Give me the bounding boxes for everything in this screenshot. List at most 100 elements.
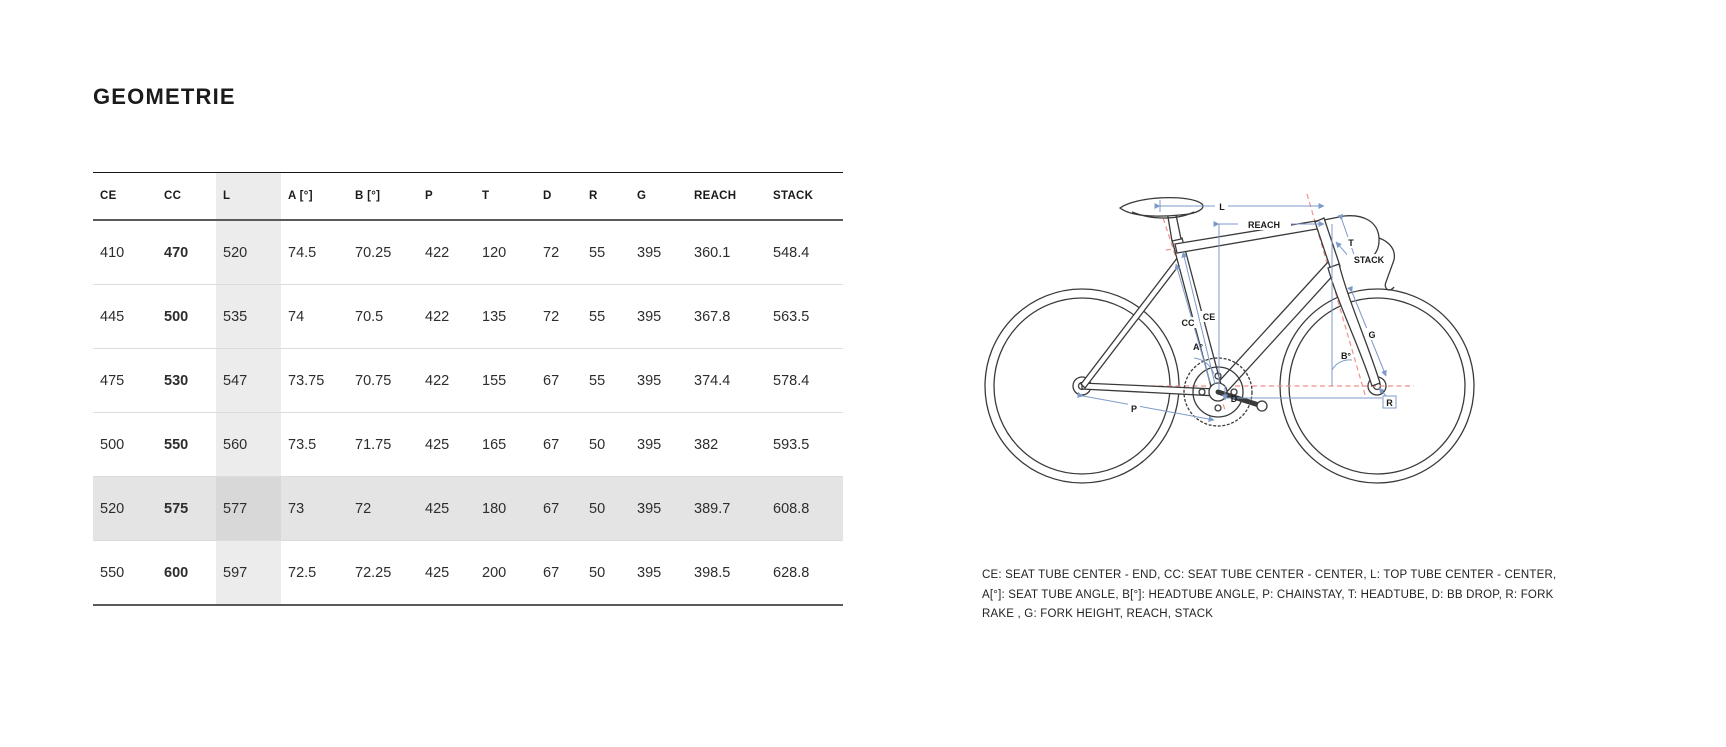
geometry-table: CE CC L A [°] B [°] P T D R G REACH STAC… — [93, 172, 843, 606]
label-d: D — [1231, 394, 1238, 404]
table-cell: 475 — [93, 348, 157, 413]
column-header-r: R — [582, 172, 630, 221]
table-cell: 500 — [93, 412, 157, 477]
table-cell: 72.5 — [281, 540, 348, 606]
table-cell: 425 — [418, 476, 475, 541]
page-title: GEOMETRIE — [93, 84, 236, 109]
table-cell: 74 — [281, 284, 348, 349]
label-l: L — [1219, 202, 1225, 212]
table-cell: 73.5 — [281, 412, 348, 477]
legend-text: CE: SEAT TUBE CENTER - END, CC: SEAT TUB… — [982, 569, 1557, 621]
table-cell: 560 — [216, 412, 281, 477]
table-cell: 72 — [536, 220, 582, 285]
table-cell: 67 — [536, 540, 582, 606]
table-cell: 578.4 — [766, 348, 843, 413]
table-cell: 445 — [93, 284, 157, 349]
table-cell: 575 — [157, 476, 216, 541]
table-cell: 72 — [348, 476, 418, 541]
label-g: G — [1368, 330, 1375, 340]
down-tube — [1210, 261, 1339, 396]
table-cell: 520 — [93, 476, 157, 541]
column-header-t: T — [475, 172, 536, 221]
table-cell: 70.5 — [348, 284, 418, 349]
label-reach: REACH — [1248, 220, 1280, 230]
table-cell: 422 — [418, 348, 475, 413]
column-header-g: G — [630, 172, 687, 221]
table-cell: 55 — [582, 220, 630, 285]
table-row: 550 600 597 72.5 72.25 425 200 67 50 395… — [93, 540, 843, 606]
table-cell: 550 — [157, 412, 216, 477]
label-p: P — [1131, 404, 1137, 414]
table-cell: 180 — [475, 476, 536, 541]
table-cell: 410 — [93, 220, 157, 285]
table-header-row: CE CC L A [°] B [°] P T D R G REACH STAC… — [93, 172, 843, 221]
dimension-labels: L REACH STACK T G CC CE A° B° P D R — [1128, 200, 1393, 414]
table-cell: 422 — [418, 220, 475, 285]
table-cell: 535 — [216, 284, 281, 349]
chainstay-tube — [1081, 382, 1219, 397]
column-header-cc: CC — [157, 172, 216, 221]
bike-frame — [1080, 209, 1381, 397]
dimension-lines — [1077, 200, 1397, 422]
dim-seattube-ce — [1181, 251, 1216, 385]
table-cell: 597 — [216, 540, 281, 606]
table-cell: 395 — [630, 540, 687, 606]
table-cell: 500 — [157, 284, 216, 349]
table-row-highlighted: 520 575 577 73 72 425 180 67 50 395 389.… — [93, 476, 843, 541]
table-cell: 50 — [582, 412, 630, 477]
table-cell: 395 — [630, 476, 687, 541]
saddle — [1118, 196, 1204, 219]
table-cell: 155 — [475, 348, 536, 413]
table-cell: 72 — [536, 284, 582, 349]
table-cell: 422 — [418, 284, 475, 349]
label-stack: STACK — [1354, 255, 1385, 265]
label-cc: CC — [1182, 318, 1195, 328]
table-cell: 520 — [216, 220, 281, 285]
table-cell: 395 — [630, 412, 687, 477]
table-cell: 50 — [582, 540, 630, 606]
table-row: 475 530 547 73.75 70.75 422 155 67 55 39… — [93, 348, 843, 413]
table-cell: 72.25 — [348, 540, 418, 606]
table-cell: 360.1 — [687, 220, 766, 285]
bike-geometry-diagram: L REACH STACK T G CC CE A° B° P D R — [962, 146, 1494, 514]
pedal-spindle — [1256, 400, 1268, 412]
column-header-stack: STACK — [766, 172, 843, 221]
front-wheel — [1279, 288, 1475, 484]
table-cell: 55 — [582, 348, 630, 413]
table-row: 410 470 520 74.5 70.25 422 120 72 55 395… — [93, 220, 843, 285]
table-cell: 374.4 — [687, 348, 766, 413]
column-header-a: A [°] — [281, 172, 348, 221]
table-cell: 71.75 — [348, 412, 418, 477]
label-t: T — [1348, 238, 1354, 248]
table-cell: 120 — [475, 220, 536, 285]
table-cell: 165 — [475, 412, 536, 477]
table-cell: 55 — [582, 284, 630, 349]
table-cell: 425 — [418, 540, 475, 606]
bike-diagram-svg: L REACH STACK T G CC CE A° B° P D R — [984, 193, 1475, 484]
table-cell: 548.4 — [766, 220, 843, 285]
table-cell: 395 — [630, 220, 687, 285]
column-header-ce: CE — [93, 172, 157, 221]
column-header-p: P — [418, 172, 475, 221]
label-ce: CE — [1203, 312, 1216, 322]
table-cell: 600 — [157, 540, 216, 606]
brake-lever — [1378, 237, 1396, 291]
table-cell: 593.5 — [766, 412, 843, 477]
table-cell: 530 — [157, 348, 216, 413]
table-cell: 200 — [475, 540, 536, 606]
table-cell: 577 — [216, 476, 281, 541]
table-cell: 389.7 — [687, 476, 766, 541]
seat-stay-tube — [1080, 252, 1187, 389]
table-cell: 550 — [93, 540, 157, 606]
table-cell: 395 — [630, 348, 687, 413]
table-cell: 425 — [418, 412, 475, 477]
angle-arc-a — [1193, 357, 1215, 375]
table-cell: 70.75 — [348, 348, 418, 413]
table-cell: 70.25 — [348, 220, 418, 285]
table-cell: 67 — [536, 348, 582, 413]
table-cell: 470 — [157, 220, 216, 285]
table-row: 445 500 535 74 70.5 422 135 72 55 395 36… — [93, 284, 843, 349]
table-cell: 608.8 — [766, 476, 843, 541]
table-row: 500 550 560 73.5 71.75 425 165 67 50 395… — [93, 412, 843, 477]
